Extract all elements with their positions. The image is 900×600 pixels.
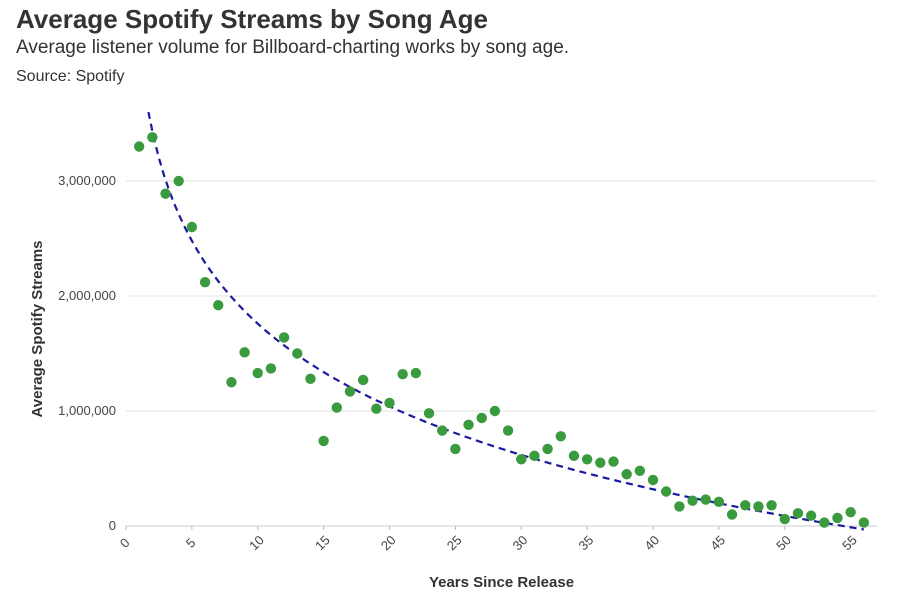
data-point [766, 500, 777, 511]
data-point [344, 386, 356, 397]
y-tick-label: 3,000,000 [58, 173, 116, 188]
x-tick-label: 30 [510, 532, 531, 553]
data-point [555, 431, 566, 442]
x-tick-label: 35 [576, 532, 597, 553]
data-point [647, 474, 659, 486]
data-point [489, 405, 501, 417]
x-axis-title: Years Since Release [429, 574, 574, 591]
data-point [792, 508, 804, 519]
data-point [450, 443, 461, 455]
data-point [423, 408, 435, 419]
x-tick-label: 5 [183, 535, 199, 551]
data-point [753, 501, 764, 512]
data-point [687, 495, 698, 506]
y-tick-label: 1,000,000 [58, 403, 116, 418]
data-point [292, 348, 303, 359]
x-tick-label: 55 [839, 532, 860, 553]
x-tick-label: 50 [773, 532, 794, 553]
data-point [265, 363, 277, 374]
x-tick-label: 45 [707, 532, 728, 553]
data-point [160, 188, 171, 199]
data-point [819, 517, 830, 528]
data-point [845, 507, 856, 518]
y-tick-label: 0 [109, 518, 116, 533]
data-point [726, 509, 738, 520]
x-tick-label: 40 [641, 532, 662, 553]
chart-subtitle: Average listener volume for Billboard-ch… [16, 37, 570, 58]
data-point [700, 494, 711, 505]
data-point [226, 377, 237, 388]
data-point [805, 510, 817, 521]
data-point [173, 175, 184, 187]
chart-title: Average Spotify Streams by Song Age [16, 4, 488, 34]
data-point [147, 132, 158, 143]
data-point [568, 450, 580, 462]
data-point [199, 277, 211, 288]
data-point [476, 412, 487, 424]
data-point [331, 402, 343, 413]
data-point [858, 517, 870, 528]
x-tick-label: 20 [378, 532, 399, 553]
grid-lines [126, 180, 877, 412]
data-point [371, 403, 382, 414]
data-point [133, 141, 145, 152]
trend-line [147, 111, 864, 531]
data-point [278, 332, 290, 343]
data-point [595, 457, 606, 468]
data-point [318, 435, 329, 447]
data-point [213, 300, 224, 311]
data-point [581, 454, 593, 465]
data-point [397, 369, 408, 380]
data-point [410, 367, 422, 379]
data-point [621, 469, 632, 480]
x-tick-label: 25 [444, 532, 465, 553]
data-point [634, 465, 646, 476]
data-point [516, 454, 527, 465]
data-points [133, 132, 870, 528]
data-point [608, 456, 619, 467]
y-tick-label: 2,000,000 [58, 288, 116, 303]
x-tick-label: 0 [117, 535, 133, 551]
data-point [542, 443, 553, 455]
data-point [740, 500, 751, 511]
data-point [529, 450, 540, 462]
data-point [660, 486, 672, 497]
y-axis-title: Average Spotify Streams [29, 240, 46, 417]
x-tick-label: 15 [312, 532, 333, 553]
data-point [502, 425, 514, 436]
y-axis-ticks: 0 1,000,000 2,000,000 3,000,000 [58, 173, 116, 533]
data-point [674, 501, 685, 512]
data-point [463, 419, 474, 430]
data-point [779, 513, 790, 525]
data-point [384, 397, 395, 409]
data-point [252, 367, 263, 379]
chart-source: Source: Spotify [16, 68, 125, 85]
data-point [186, 221, 198, 233]
data-point [437, 425, 448, 436]
x-tick-label: 10 [246, 532, 267, 553]
data-point [713, 496, 725, 508]
data-point [357, 374, 369, 386]
data-point [305, 373, 316, 384]
data-point [832, 512, 843, 524]
x-axis-ticks: 0 5 10 15 20 25 30 35 40 45 50 55 [117, 526, 860, 553]
data-point [239, 347, 250, 358]
